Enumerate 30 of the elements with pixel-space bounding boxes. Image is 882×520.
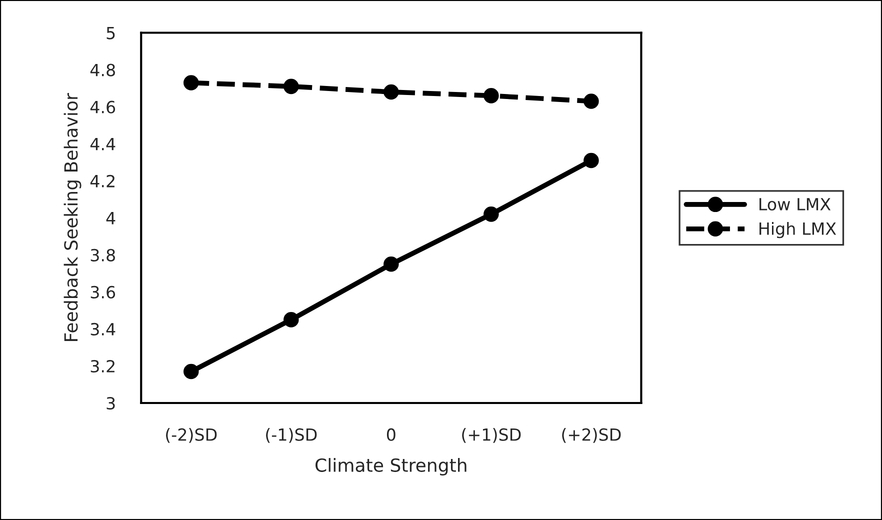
point [183, 364, 199, 380]
point [384, 256, 399, 272]
x-tick-label: (+1)SD [462, 428, 521, 443]
point [183, 75, 199, 90]
x-tick-label: (+2)SD [562, 428, 621, 443]
x-tick-label: (-1)SD [266, 428, 317, 443]
point [284, 78, 299, 94]
y-tick-label: 3 [106, 396, 115, 410]
y-tick-label: 3.8 [90, 248, 115, 262]
y-tick-label: 5 [106, 26, 115, 40]
y-tick-label: 3.4 [90, 322, 116, 336]
point [584, 152, 599, 168]
point [484, 88, 499, 104]
point [384, 84, 399, 100]
y-tick-label: 4.8 [90, 64, 115, 76]
y-tick-label: 4.4 [90, 138, 116, 150]
y-tick-label: 3.2 [90, 360, 114, 373]
y-axis-title: Feedback Seeking Behavior [64, 93, 82, 341]
point [284, 312, 299, 328]
x-axis-title: Climate Strength [316, 458, 466, 476]
y-tick-label: 4 [106, 212, 116, 224]
legend-label: High LMX [760, 222, 836, 238]
y-tick-label: 4.6 [90, 100, 116, 114]
x-tick-label: (-2)SD [166, 428, 217, 443]
point [584, 94, 599, 109]
legend-label: Low LMX [760, 198, 831, 210]
y-tick-label: 3.6 [90, 286, 116, 298]
point [484, 206, 499, 222]
x-tick-label: 0 [386, 428, 396, 441]
y-tick-label: 4.2 [90, 174, 114, 188]
